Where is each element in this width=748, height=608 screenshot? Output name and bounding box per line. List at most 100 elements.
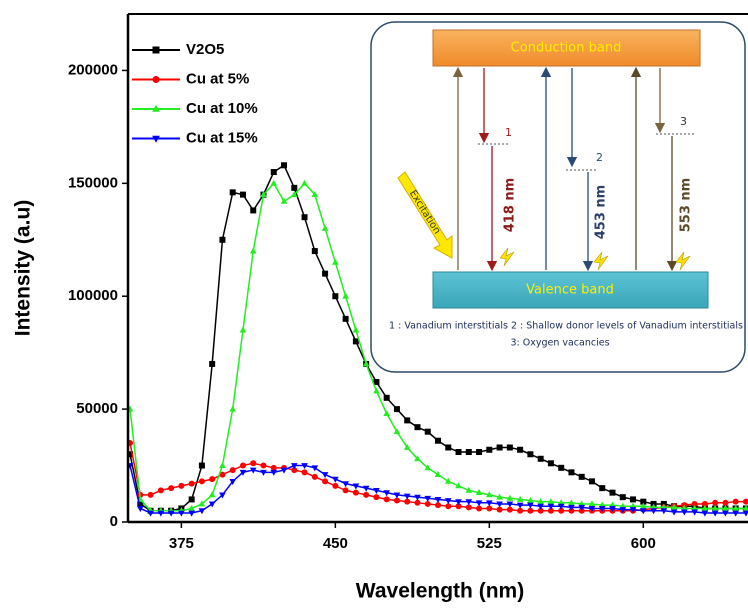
emission-label: 418 nm: [503, 178, 518, 232]
point: [393, 428, 401, 435]
level-label: 1: [505, 126, 512, 139]
point: [578, 473, 585, 480]
point: [568, 504, 575, 511]
point: [465, 449, 472, 456]
point: [322, 478, 329, 485]
point: [650, 508, 657, 515]
legend-label: Cu at 10%: [186, 100, 258, 117]
point: [311, 465, 319, 472]
point: [260, 469, 267, 476]
point: [496, 493, 503, 500]
point: [229, 467, 236, 474]
point: [558, 507, 565, 514]
point: [639, 508, 647, 515]
y-tick-label: 50000: [76, 400, 118, 417]
plot-area: [128, 162, 748, 517]
point: [629, 502, 637, 509]
point: [486, 505, 493, 512]
point: [691, 504, 698, 511]
point: [352, 326, 360, 333]
point: [537, 507, 544, 514]
point: [403, 443, 411, 450]
point: [147, 491, 154, 498]
point: [209, 360, 216, 367]
point: [486, 500, 493, 507]
y-tick-label: 200000: [68, 61, 118, 78]
point: [229, 478, 237, 485]
point: [393, 497, 400, 504]
point: [712, 499, 719, 506]
point: [476, 449, 483, 456]
point: [249, 467, 257, 474]
point: [506, 506, 513, 513]
x-tick-label: 450: [323, 535, 348, 552]
point: [434, 497, 442, 504]
conduction-band: [432, 29, 701, 67]
point: [291, 184, 298, 191]
point: [383, 490, 390, 497]
legend-label: V2O5: [186, 41, 224, 58]
point: [373, 379, 380, 386]
point: [455, 482, 462, 489]
point: [547, 460, 554, 467]
legend-marker: [152, 104, 160, 112]
point: [547, 507, 554, 514]
excitation-arrow: [397, 171, 453, 259]
point: [188, 496, 195, 503]
point: [516, 502, 524, 509]
point: [424, 495, 432, 502]
inset-caption: 3: Oxygen vacancies: [510, 338, 609, 349]
point: [321, 224, 329, 231]
point: [476, 505, 483, 512]
point: [732, 510, 739, 517]
point: [383, 394, 390, 401]
valence-band-label: Valence band: [526, 283, 614, 298]
point: [209, 476, 216, 483]
point: [322, 270, 329, 277]
point: [722, 504, 729, 511]
point: [404, 498, 411, 505]
point: [660, 503, 668, 510]
point: [537, 455, 544, 462]
point: [424, 464, 432, 471]
point: [198, 462, 205, 469]
point: [383, 496, 390, 503]
point: [742, 510, 748, 517]
legend-label: Cu at 15%: [186, 129, 258, 146]
point: [342, 481, 349, 488]
point: [578, 500, 586, 507]
point: [527, 507, 534, 514]
point: [260, 191, 267, 198]
point: [373, 387, 380, 394]
point: [475, 489, 483, 496]
point: [691, 500, 698, 507]
point: [332, 293, 339, 300]
point: [260, 462, 267, 469]
point: [691, 509, 698, 516]
point: [578, 504, 586, 511]
point: [188, 510, 195, 517]
point: [742, 504, 748, 511]
legend-marker: [152, 135, 160, 143]
point: [178, 482, 185, 489]
point: [630, 496, 637, 503]
point: [229, 189, 236, 196]
emission-icon: [593, 251, 609, 271]
point: [188, 504, 195, 511]
point: [290, 191, 298, 198]
point: [332, 482, 339, 489]
point: [311, 191, 319, 198]
point: [178, 510, 185, 517]
point: [219, 236, 226, 243]
point: [670, 503, 678, 510]
point: [239, 462, 246, 469]
point: [455, 499, 462, 506]
point: [732, 498, 739, 505]
point: [455, 503, 462, 510]
point: [547, 503, 555, 510]
point: [311, 473, 318, 480]
point: [640, 498, 647, 505]
point: [516, 495, 524, 502]
point: [208, 501, 216, 508]
point: [557, 499, 565, 506]
